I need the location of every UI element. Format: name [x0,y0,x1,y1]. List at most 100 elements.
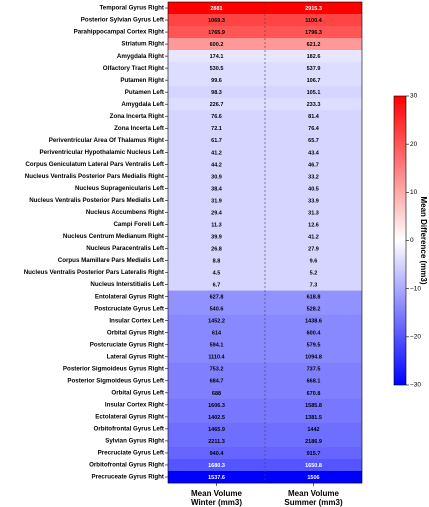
cell-value: 1402.5 [208,415,225,421]
cell-value: 226.7 [210,102,224,108]
heatmap-cell [168,290,265,303]
y-tick-label: Putamen Right [120,77,164,84]
cell-value: 5.2 [310,271,318,277]
cell-value: 1100.4 [305,18,322,24]
heatmap-cell [265,50,362,63]
y-tick-label: Amygdala Left [121,101,164,108]
heatmap-cell [265,410,362,424]
cell-value: 600.2 [210,42,224,48]
heatmap-cell [168,410,265,424]
y-tick-label: Nucleus Ventralis Posterior Pars Mediali… [29,197,164,204]
heatmap-cell [168,134,265,147]
cell-value: 594.1 [210,343,224,349]
y-tick-label: Temporal Gyrus Right [99,5,164,12]
cell-value: 41.2 [308,234,319,240]
cell-value: 29.4 [211,210,223,216]
heatmap-cell [168,14,265,27]
heatmap-cell [265,86,362,99]
cell-value: 2186.9 [305,439,322,445]
y-tick-label: Nucleus Ventralis Posterior Pars Lateral… [24,269,164,276]
cell-value: 1585.8 [305,403,322,409]
heatmap-cell [265,446,362,460]
cell-value: 1765.9 [208,30,225,36]
cell-value: 174.1 [210,54,224,60]
heatmap-cell [168,182,265,195]
heatmap-cell [265,98,362,111]
heatmap-cell [265,170,362,183]
colorbar-tick-label: −20 [410,334,421,341]
heatmap-cell [265,326,362,339]
cell-value: 1465.9 [208,427,225,433]
heatmap-cell [265,362,362,376]
heatmap-cell [168,62,265,75]
y-tick-label: Orbital Gyrus Right [107,329,164,336]
cell-value: 27.9 [308,246,319,252]
heatmap-cell [168,266,265,279]
cell-value: 537.9 [307,66,321,72]
heatmap-cell [168,242,265,255]
heatmap-cell [168,302,265,315]
cell-value: 33.9 [308,198,319,204]
colorbar-tick-label: 10 [410,189,418,196]
cell-value: 98.3 [211,90,222,96]
cell-value: 182.6 [307,54,321,60]
cell-value: 1094.8 [305,355,322,361]
cell-value: 618.8 [307,295,321,301]
cell-value: 12.6 [308,222,319,228]
heatmap-cell [168,74,265,87]
heatmap-cell [265,254,362,267]
heatmap-cell [265,302,362,315]
cell-value: 105.1 [307,90,321,96]
heatmap-cell [265,434,362,448]
cell-value: 1650.8 [305,463,322,469]
heatmap-cell [168,434,265,448]
cell-value: 1506 [307,475,319,481]
heatmap-cell [168,386,265,400]
y-tick-label: Corpus Geniculatum Lateral Pars Ventrali… [25,161,164,168]
heatmap-cell [265,266,362,279]
cell-value: 540.6 [210,307,224,313]
heatmap-cell [265,470,362,484]
colorbar-tick-label: 0 [410,237,414,244]
heatmap-cell [265,206,362,219]
cell-value: 1381.5 [305,415,322,421]
y-tick-label: Nucleus Paracentralis Left [86,245,164,252]
cell-value: 6.7 [213,283,221,289]
heatmap-cell [168,218,265,231]
heatmap-cell [265,62,362,75]
cell-value: 41.2 [211,150,222,156]
y-tick-label: Sylvian Gyrus Right [105,438,164,445]
cell-value: 737.5 [307,367,321,373]
y-tick-label: Insular Cortex Right [105,401,164,408]
cell-value: 106.7 [307,78,321,84]
cell-value: 40.5 [308,186,319,192]
cell-value: 99.6 [211,78,222,84]
y-tick-label: Nucleus Supragenicularis Left [75,185,164,192]
heatmap-cell [168,398,265,412]
cell-value: 4.5 [213,271,221,277]
y-tick-label: Lateral Gyrus Right [107,353,164,360]
cell-value: 2881 [210,6,222,12]
heatmap-cell [265,290,362,303]
heatmap-cell [168,194,265,207]
cell-value: 614 [212,331,222,337]
heatmap-cell [265,2,362,15]
y-tick-label: Insular Cortex Left [109,317,164,324]
cell-value: 72.1 [211,126,222,132]
heatmap-cell [168,2,265,15]
cell-value: 600.4 [307,331,322,337]
y-tick-label: Nucleus Centrum Medianum Right [63,233,164,240]
heatmap-cell [265,110,362,123]
y-tick-label: Orbitofrontal Gyrus Left [94,426,164,433]
heatmap-cell [168,314,265,327]
heatmap-cell [168,254,265,267]
cell-value: 670.8 [307,391,321,397]
cell-value: 9.6 [310,258,318,264]
cell-value: 46.7 [308,162,319,168]
cell-value: 39.9 [211,234,222,240]
y-tick-label: Periventricular Area Of Thalamus Right [49,137,164,144]
heatmap-cell [265,158,362,171]
cell-value: 2915.3 [305,6,322,12]
